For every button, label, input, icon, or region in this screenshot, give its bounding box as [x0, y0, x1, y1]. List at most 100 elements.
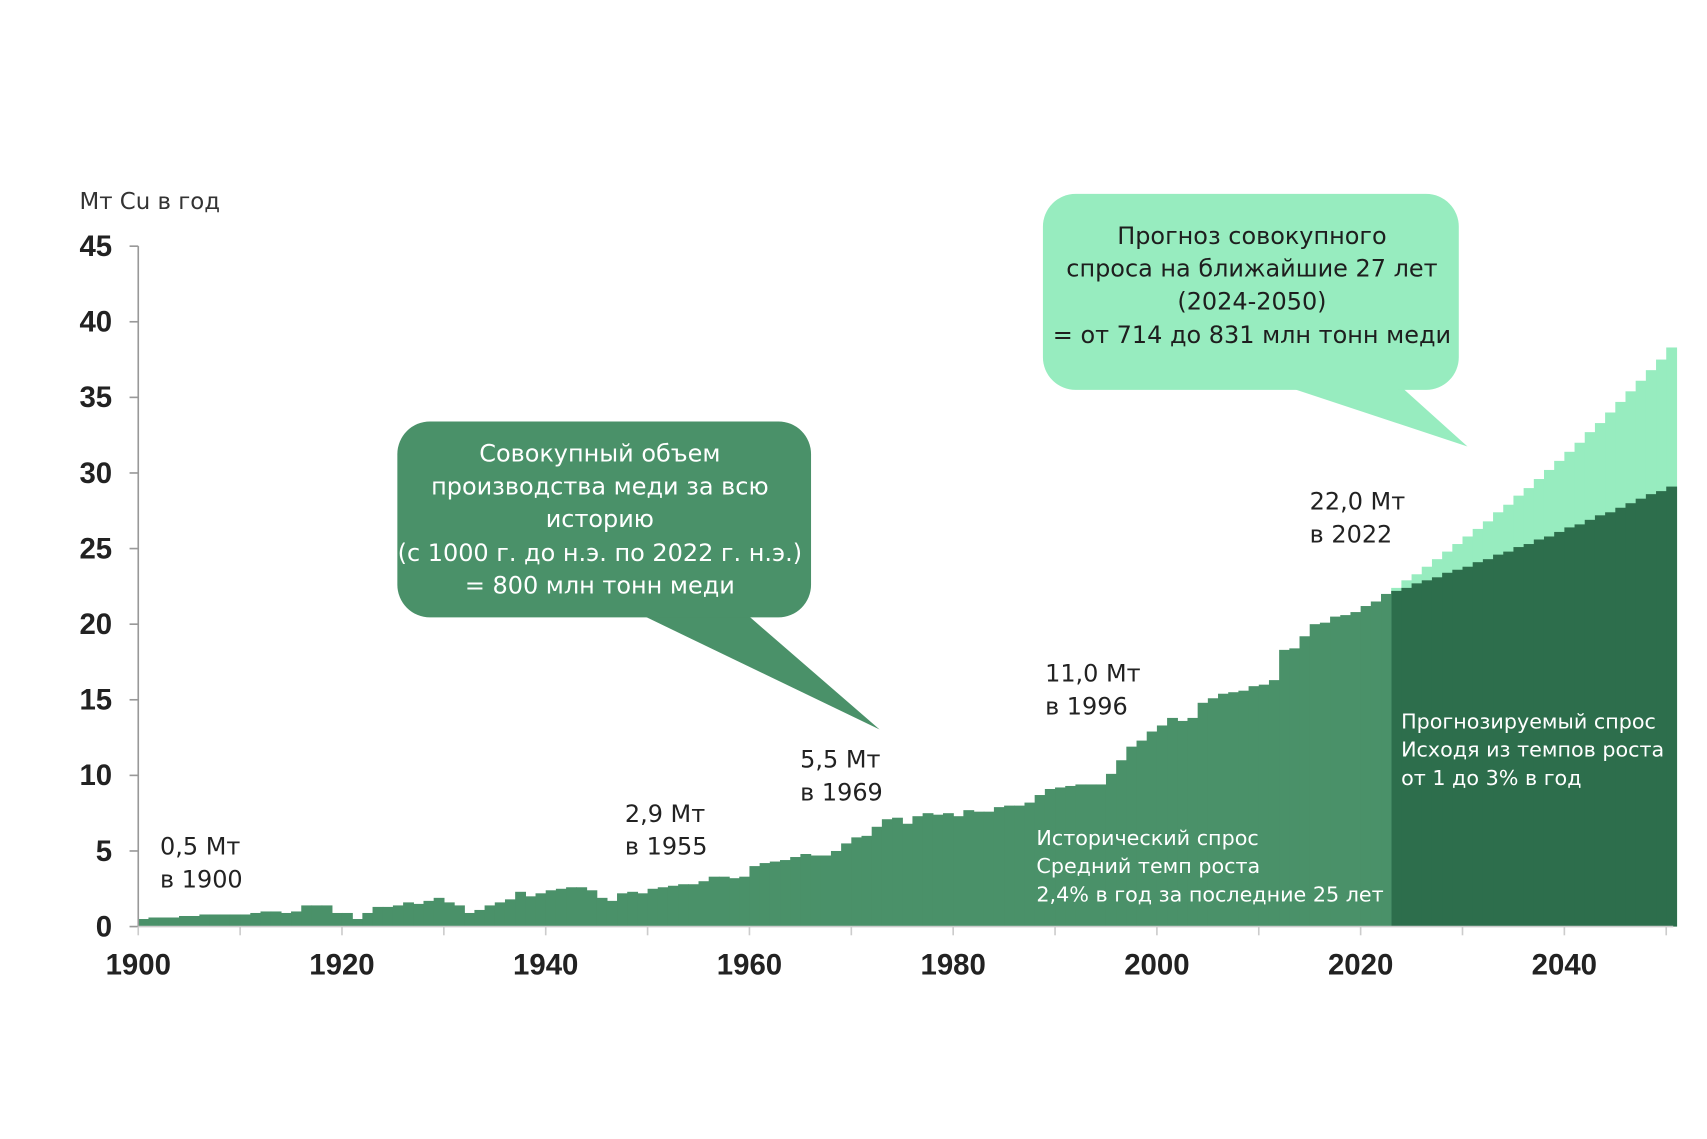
- forecast-low-bar: [1391, 590, 1403, 927]
- historical-bar: [749, 866, 761, 927]
- historical-bar: [382, 906, 394, 927]
- forecast-low-bar: [1543, 536, 1555, 927]
- historical-bar: [688, 884, 700, 927]
- historical-bar: [1075, 784, 1087, 927]
- historical-bar: [953, 816, 965, 927]
- historical-bar: [179, 915, 190, 927]
- historical-bar: [1289, 648, 1301, 927]
- historical-bar: [1207, 698, 1219, 927]
- historical-bar: [484, 905, 496, 927]
- historical-bar: [535, 893, 547, 927]
- historical-bar: [1268, 680, 1280, 927]
- historical-bar: [1055, 787, 1066, 927]
- historical-bar: [1167, 717, 1178, 927]
- historical-bar: [1187, 717, 1199, 927]
- historical-bar: [1197, 702, 1209, 927]
- forecast-low-bar: [1635, 498, 1647, 927]
- x-tick-label: 1900: [106, 948, 171, 981]
- forecast-low-bar: [1666, 486, 1678, 927]
- historical-bar: [1105, 773, 1117, 927]
- historical-bar: [229, 914, 241, 927]
- historical-bar: [168, 917, 180, 927]
- callout-forecast-tail: [1290, 387, 1468, 447]
- callout-history-box: [397, 421, 812, 618]
- annotation-year: в 1955: [625, 833, 708, 861]
- annotation-value: 2,9 Мт: [625, 800, 705, 828]
- callout-forecast-line: спроса на ближайшие 27 лет: [1066, 255, 1437, 283]
- historical-bar: [810, 855, 822, 927]
- area-bars: [138, 347, 1678, 927]
- callout-forecast-line: Прогноз совокупного: [1117, 222, 1386, 250]
- historical-label: Исторический спрос: [1036, 826, 1258, 850]
- annotation-value: 5,5 Мт: [800, 746, 880, 774]
- forecast-low-bar: [1574, 524, 1586, 927]
- historical-bar: [851, 837, 863, 927]
- x-tick-label: 1920: [309, 948, 374, 981]
- annotation-year: в 1996: [1045, 692, 1128, 720]
- y-tick-label: 0: [96, 910, 112, 943]
- y-ticks: 0 5 10 15 20 25 30 35 40 45: [79, 230, 139, 943]
- historical-bar: [515, 891, 526, 927]
- annotation-year: в 1969: [800, 778, 883, 806]
- y-tick-label: 45: [79, 230, 112, 263]
- historical-bar: [362, 912, 374, 927]
- historical-bar: [1034, 795, 1046, 927]
- historical-bar: [983, 811, 995, 927]
- historical-bar: [1004, 805, 1015, 927]
- historical-bar: [922, 813, 934, 927]
- historical-bar: [678, 884, 689, 927]
- historical-bar: [820, 855, 832, 927]
- historical-bar: [545, 890, 557, 927]
- annotation-year: в 2022: [1310, 520, 1393, 548]
- forecast-label: от 1 до 3% в год: [1401, 766, 1581, 790]
- callout-history-tail: [644, 616, 880, 730]
- historical-bar: [1258, 684, 1270, 927]
- historical-bar: [698, 881, 710, 927]
- historical-bar: [1299, 636, 1311, 927]
- historical-bar: [443, 902, 455, 927]
- historical-bar: [1116, 760, 1127, 927]
- historical-bar: [566, 887, 577, 927]
- historical-bar: [993, 807, 1005, 927]
- x-tick-label: 1940: [513, 948, 578, 981]
- forecast-low-bar: [1401, 587, 1413, 927]
- historical-bar: [1044, 788, 1056, 927]
- historical-bar: [1156, 725, 1168, 927]
- historical-label: Средний темп роста: [1036, 854, 1260, 878]
- historical-bar: [586, 890, 598, 927]
- historical-bar: [250, 912, 262, 927]
- historical-bar: [1340, 615, 1352, 927]
- forecast-low-bar: [1554, 531, 1566, 927]
- y-tick-label: 30: [79, 457, 112, 490]
- y-tick-label: 35: [79, 381, 112, 414]
- historical-bar: [280, 912, 292, 927]
- forecast-low-bar: [1431, 577, 1443, 927]
- historical-bar: [667, 885, 679, 927]
- historical-label: 2,4% в год за последние 25 лет: [1036, 883, 1383, 907]
- annotation-value: 0,5 Мт: [160, 833, 240, 861]
- forecast-low-bar: [1452, 569, 1464, 927]
- historical-bar: [454, 905, 465, 927]
- callout-forecast-box: [1042, 193, 1459, 390]
- forecast-low-bar: [1462, 566, 1474, 927]
- historical-bar: [240, 914, 251, 927]
- historical-bar: [617, 893, 628, 927]
- forecast-label: Исходя из темпов роста: [1401, 738, 1664, 762]
- callout-forecast-line: = от 714 до 831 млн тонн меди: [1053, 321, 1451, 349]
- callout-history-line: Совокупный объем: [479, 440, 720, 468]
- historical-bar: [331, 912, 343, 927]
- historical-bar: [871, 826, 883, 927]
- historical-bar: [729, 878, 740, 927]
- forecast-low-bar: [1645, 494, 1657, 927]
- forecast-low-bar: [1533, 539, 1545, 927]
- forecast-low-bar: [1472, 562, 1484, 927]
- forecast-low-bar: [1421, 580, 1433, 927]
- historical-bar: [637, 893, 649, 927]
- historical-bar: [1360, 606, 1372, 927]
- historical-bar: [1279, 649, 1290, 927]
- historical-bar: [1146, 731, 1158, 927]
- historical-bar: [739, 876, 751, 927]
- y-tick-label: 20: [79, 608, 112, 641]
- historical-bar: [555, 888, 567, 927]
- historical-bar: [1177, 720, 1189, 927]
